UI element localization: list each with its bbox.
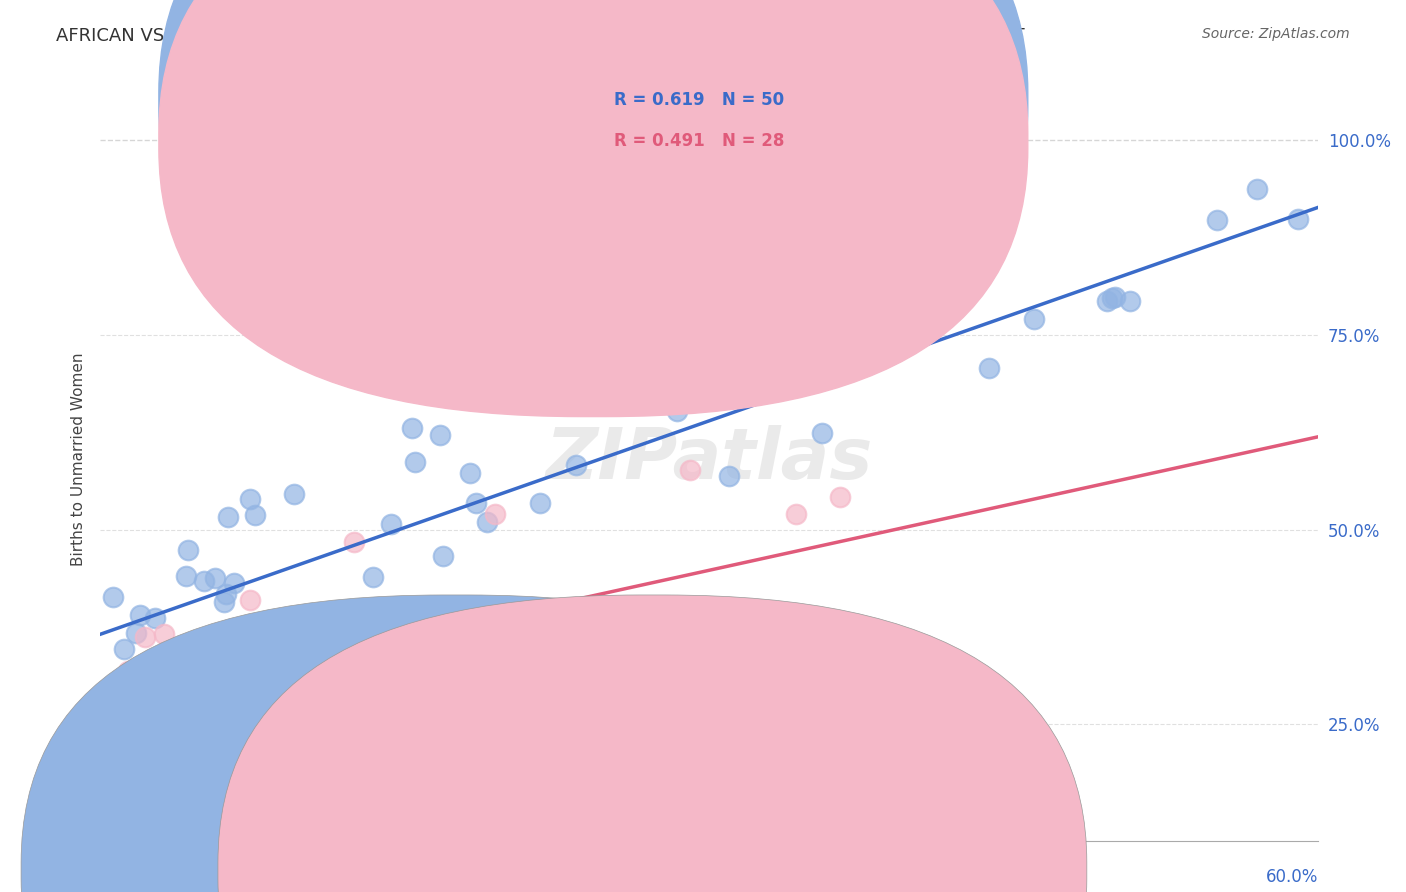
Point	[143, 611, 166, 625]
Point	[193, 574, 215, 588]
Point	[464, 496, 486, 510]
Point	[134, 630, 156, 644]
Point	[361, 570, 384, 584]
Point	[929, 292, 952, 306]
Point	[177, 543, 200, 558]
Point	[180, 648, 202, 662]
Point	[146, 731, 169, 745]
Point	[380, 516, 402, 531]
Point	[173, 797, 195, 812]
Point	[100, 696, 122, 710]
Point	[1095, 294, 1118, 309]
Point	[717, 468, 740, 483]
Point	[347, 690, 370, 704]
Point	[204, 571, 226, 585]
Point	[134, 668, 156, 682]
Point	[117, 664, 139, 678]
Point	[214, 660, 236, 674]
Point	[349, 662, 371, 676]
Point	[779, 376, 801, 390]
Point	[979, 360, 1001, 375]
Point	[429, 428, 451, 442]
Point	[217, 509, 239, 524]
Point	[785, 507, 807, 521]
Point	[1205, 212, 1227, 227]
Point	[343, 535, 366, 549]
Text: AFRICAN VS IMMIGRANTS FROM SOUTHERN EUROPE BIRTHS TO UNMARRIED WOMEN CORRELATION: AFRICAN VS IMMIGRANTS FROM SOUTHERN EURO…	[56, 27, 1025, 45]
Point	[458, 467, 481, 481]
Point	[484, 346, 506, 360]
Point	[103, 590, 125, 604]
Point	[1286, 211, 1309, 226]
Text: ZIPatlas: ZIPatlas	[546, 425, 873, 494]
Point	[214, 595, 236, 609]
Y-axis label: Births to Unmarried Women: Births to Unmarried Women	[72, 352, 86, 566]
Text: Immigrants from Southern Europe: Immigrants from Southern Europe	[671, 863, 932, 877]
Point	[401, 421, 423, 435]
Point	[529, 495, 551, 509]
Point	[245, 508, 267, 522]
Point	[1246, 182, 1268, 196]
Text: 0.0%: 0.0%	[100, 868, 142, 886]
Point	[159, 646, 181, 660]
Point	[195, 697, 218, 711]
Point	[153, 627, 176, 641]
Point	[475, 515, 498, 529]
Point	[209, 666, 232, 681]
Point	[181, 657, 204, 671]
Point	[198, 649, 221, 664]
Point	[283, 487, 305, 501]
Point	[165, 699, 187, 714]
Point	[222, 576, 245, 591]
Text: R = 0.491   N = 28: R = 0.491 N = 28	[614, 132, 785, 150]
Point	[565, 458, 588, 472]
Point	[162, 642, 184, 657]
Point	[679, 463, 702, 477]
Point	[215, 587, 238, 601]
Point	[439, 635, 461, 649]
Point	[876, 641, 898, 656]
Point	[112, 641, 135, 656]
Point	[666, 404, 689, 418]
Point	[811, 426, 834, 441]
Point	[301, 671, 323, 685]
Point	[1101, 291, 1123, 305]
Point	[239, 492, 262, 507]
Point	[125, 626, 148, 640]
Point	[626, 366, 648, 380]
Point	[828, 490, 851, 504]
Point	[454, 733, 477, 747]
Point	[404, 454, 426, 468]
Point	[484, 508, 506, 522]
Point	[332, 764, 354, 779]
Text: Source: ZipAtlas.com: Source: ZipAtlas.com	[1202, 27, 1350, 41]
Point	[1022, 312, 1045, 326]
Point	[1118, 294, 1140, 309]
Point	[363, 661, 385, 675]
Point	[124, 666, 146, 681]
Point	[208, 664, 231, 678]
Point	[103, 749, 125, 764]
Text: R = 0.619   N = 50: R = 0.619 N = 50	[614, 91, 785, 109]
Point	[242, 628, 264, 642]
Text: Africans: Africans	[474, 863, 536, 877]
Text: 60.0%: 60.0%	[1265, 868, 1319, 886]
Point	[252, 788, 274, 802]
Point	[174, 569, 197, 583]
Point	[1104, 290, 1126, 304]
Point	[239, 593, 262, 607]
Point	[129, 608, 152, 623]
Point	[432, 549, 454, 563]
